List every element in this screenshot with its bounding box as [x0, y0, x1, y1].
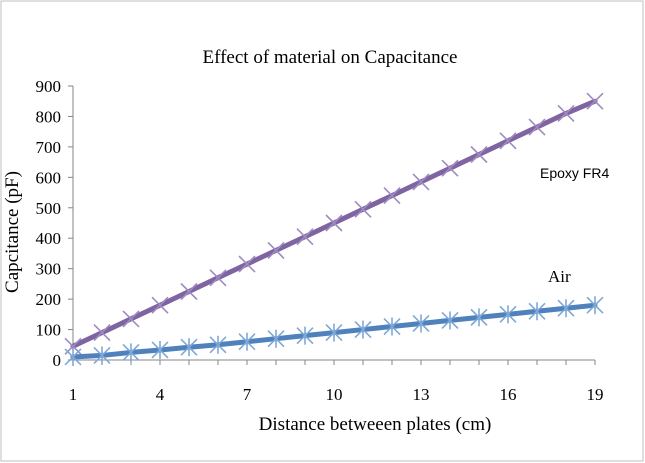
data-point-epoxy-fr4: [296, 228, 314, 246]
x-tick-label: 13: [413, 385, 430, 404]
series-label-air: Air: [548, 267, 571, 286]
data-point-epoxy-fr4: [528, 118, 546, 136]
y-tick-label: 800: [36, 107, 62, 126]
series-label-epoxy-fr4: Epoxy FR4: [540, 165, 609, 181]
y-tick-label: 900: [36, 77, 62, 96]
series-layer: [64, 92, 604, 366]
data-point-epoxy-fr4: [354, 200, 372, 218]
data-point-epoxy-fr4: [180, 282, 198, 301]
data-point-epoxy-fr4: [325, 214, 343, 232]
data-point-epoxy-fr4: [470, 145, 488, 164]
y-tick-label: 500: [36, 199, 62, 218]
data-point-air: [354, 320, 372, 339]
data-point-air: [151, 340, 169, 359]
data-point-air: [122, 343, 140, 362]
data-point-air: [180, 338, 198, 357]
data-point-epoxy-fr4: [93, 324, 111, 342]
x-axis-label: Distance betweeen plates (cm): [259, 414, 492, 435]
data-point-epoxy-fr4: [238, 255, 256, 273]
data-point-epoxy-fr4: [267, 241, 285, 259]
data-point-air: [267, 329, 285, 348]
data-point-air: [557, 299, 575, 318]
data-point-air: [325, 323, 343, 342]
x-tick-label: 19: [587, 385, 604, 404]
data-point-air: [412, 314, 430, 333]
y-tick-label: 400: [36, 229, 62, 248]
x-axis-ticks: 1 4 7 10 13 16 19: [69, 360, 604, 404]
data-point-epoxy-fr4: [122, 310, 140, 328]
y-tick-label: 700: [36, 138, 62, 157]
y-tick-label: 100: [36, 321, 62, 340]
y-tick-label: 200: [36, 290, 62, 309]
data-point-epoxy-fr4: [441, 159, 459, 177]
y-tick-label: 300: [36, 260, 62, 279]
data-point-epoxy-fr4: [412, 173, 430, 191]
data-point-air: [209, 335, 227, 354]
y-tick-label: 0: [53, 351, 62, 370]
data-point-air: [93, 346, 111, 365]
data-point-air: [64, 347, 82, 366]
x-tick-label: 7: [243, 385, 252, 404]
data-point-air: [441, 311, 459, 330]
data-point-air: [238, 332, 256, 351]
y-tick-label: 600: [36, 168, 62, 187]
chart-title: Effect of material on Capacitance: [203, 47, 458, 68]
data-point-epoxy-fr4: [383, 187, 401, 205]
y-axis-ticks: 0 100 200 300 400 500 600 700 800 900: [36, 77, 73, 370]
data-point-epoxy-fr4: [499, 132, 517, 150]
data-point-air: [586, 296, 604, 315]
data-point-epoxy-fr4: [557, 104, 575, 122]
data-point-air: [296, 326, 314, 345]
data-point-air: [383, 317, 401, 336]
x-tick-label: 10: [326, 385, 343, 404]
series-air: [64, 296, 604, 366]
data-point-air: [528, 302, 546, 321]
x-tick-label: 16: [500, 385, 517, 404]
data-point-epoxy-fr4: [209, 269, 227, 287]
data-point-air: [470, 308, 488, 327]
y-axis-label: Capcitance (pF): [2, 171, 23, 293]
data-point-air: [499, 305, 517, 324]
x-tick-label: 4: [156, 385, 165, 404]
x-tick-label: 1: [69, 385, 78, 404]
data-point-epoxy-fr4: [586, 92, 604, 110]
data-point-epoxy-fr4: [151, 296, 169, 314]
